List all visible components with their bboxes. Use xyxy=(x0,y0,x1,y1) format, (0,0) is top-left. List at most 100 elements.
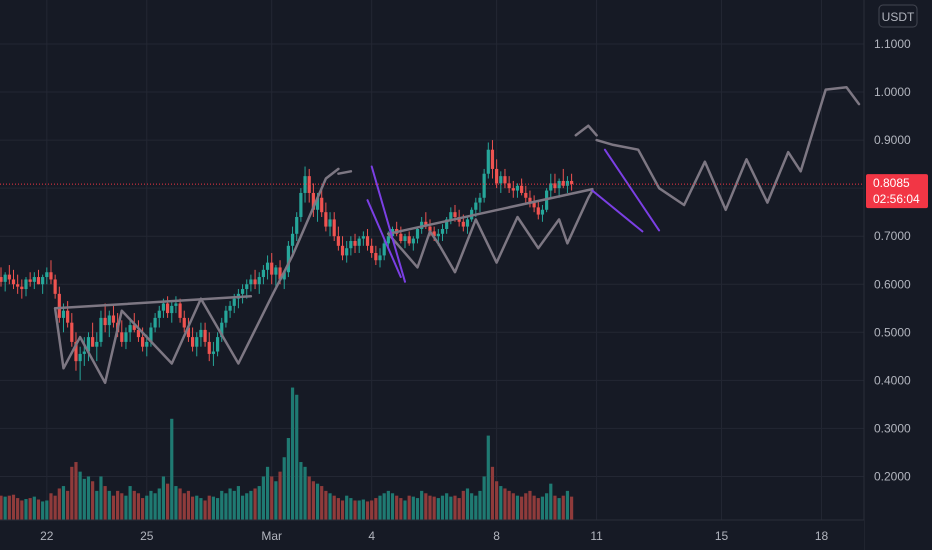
volume-bar xyxy=(141,498,145,520)
candle-body xyxy=(32,277,36,282)
volume-bar xyxy=(249,490,253,520)
candle-body xyxy=(528,197,532,203)
candle-body xyxy=(145,341,149,347)
volume-bar xyxy=(178,488,182,520)
candle-body xyxy=(20,286,24,290)
volume-bar xyxy=(524,493,528,520)
volume-bar xyxy=(307,476,311,520)
candle-body xyxy=(499,176,503,184)
candle-body xyxy=(524,192,528,198)
candle-body xyxy=(432,231,436,237)
candle-body xyxy=(553,183,557,189)
volume-bar xyxy=(116,490,120,520)
currency-button[interactable]: USDT xyxy=(878,4,918,28)
candle-body xyxy=(66,310,70,323)
candle-body xyxy=(311,192,315,210)
candle-body xyxy=(365,236,370,246)
candle-body xyxy=(249,279,253,285)
candle-body xyxy=(465,219,470,227)
volume-bar xyxy=(557,498,561,520)
volume-bars xyxy=(0,387,574,520)
volume-bar xyxy=(449,496,453,520)
candle-body xyxy=(270,262,274,275)
candle-body xyxy=(540,209,545,215)
y-tick-label: 1.1000 xyxy=(874,37,911,51)
candle-body xyxy=(199,329,203,338)
wedge-line xyxy=(370,165,406,283)
drawings xyxy=(53,85,861,385)
candle-body xyxy=(453,212,457,217)
candle-body xyxy=(345,248,349,256)
volume-bar xyxy=(3,496,7,520)
candle-body xyxy=(28,279,32,282)
last-price-badge: 0.8085 02:56:04 xyxy=(866,174,928,209)
candle-body xyxy=(91,337,95,347)
volume-bar xyxy=(99,476,103,520)
volume-bar xyxy=(245,493,249,520)
volume-bar xyxy=(407,495,411,520)
candle-body xyxy=(61,310,66,318)
volume-bar xyxy=(390,493,395,520)
volume-bar xyxy=(378,495,382,520)
volume-bar xyxy=(53,495,57,520)
volume-bar xyxy=(86,476,91,520)
volume-bar xyxy=(82,478,86,520)
candle-body xyxy=(211,351,216,354)
y-tick-label: 1.0000 xyxy=(874,85,911,99)
candle-body xyxy=(136,329,141,338)
volume-bar xyxy=(461,490,465,520)
candle-body xyxy=(361,236,365,239)
candle-body xyxy=(86,337,91,352)
volume-bar xyxy=(103,486,107,520)
volume-bar xyxy=(91,481,95,520)
candle-body xyxy=(299,192,303,217)
candle-body xyxy=(495,168,499,184)
volume-bar xyxy=(170,418,174,520)
volume-bar xyxy=(32,496,36,520)
candle-body xyxy=(24,279,28,290)
candle-body xyxy=(53,279,57,294)
volume-bar xyxy=(411,496,415,520)
volume-bar xyxy=(470,493,474,520)
price-axis[interactable] xyxy=(864,0,932,550)
candle-body xyxy=(278,267,282,280)
candle-body xyxy=(570,180,574,185)
candle-body xyxy=(474,202,478,210)
candle-body xyxy=(340,245,345,256)
volume-bar xyxy=(286,438,290,520)
y-tick-label: 0.5000 xyxy=(874,325,911,339)
candle-body xyxy=(74,341,78,362)
candle-body xyxy=(120,332,124,342)
candle-body xyxy=(274,267,278,275)
volume-bar xyxy=(36,499,41,520)
candle-body xyxy=(282,272,286,280)
candle-body xyxy=(557,180,561,189)
candle-body xyxy=(99,317,103,342)
last-price-badge-bg xyxy=(866,174,928,209)
candle-body xyxy=(561,180,565,186)
candle-body xyxy=(265,262,270,270)
candle-body xyxy=(478,197,482,203)
candle-body xyxy=(207,341,211,354)
candle-body xyxy=(407,236,411,244)
candle-body xyxy=(111,315,116,323)
candle-body xyxy=(320,197,324,213)
volume-bar xyxy=(486,435,490,520)
candle-body xyxy=(240,289,245,294)
candle-body xyxy=(324,212,328,227)
candle-body xyxy=(186,327,191,338)
time-axis[interactable] xyxy=(0,520,864,550)
volume-bar xyxy=(299,462,303,520)
volume-bar xyxy=(265,466,270,520)
volume-bar xyxy=(424,493,428,520)
volume-bar xyxy=(340,500,345,520)
candle-body xyxy=(253,279,257,285)
volume-bar xyxy=(490,466,495,520)
volume-bar xyxy=(395,495,399,520)
volume-bar xyxy=(420,490,424,520)
candle-body xyxy=(315,197,320,210)
volume-bar xyxy=(11,494,16,520)
candle-body xyxy=(328,219,332,227)
